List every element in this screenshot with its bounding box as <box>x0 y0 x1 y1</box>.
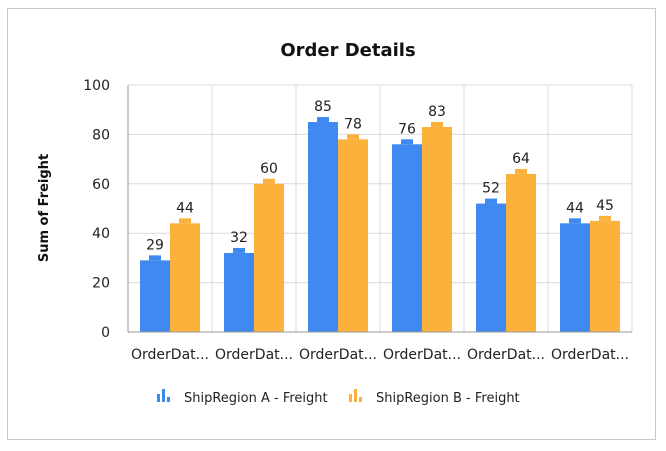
x-tick-label: OrderDat... <box>215 347 293 363</box>
bar-cap <box>317 117 329 123</box>
bar-cap <box>401 139 413 145</box>
y-tick-label: 80 <box>92 127 110 143</box>
bar-cap <box>347 134 359 140</box>
bar-b[interactable] <box>170 218 200 332</box>
bar-cap <box>149 255 161 261</box>
legend-icon-bar <box>354 389 357 402</box>
bar-body <box>338 139 368 332</box>
data-label: 44 <box>176 200 194 216</box>
y-tick-label: 100 <box>83 78 110 94</box>
axes: 0 20 40 60 80 100 OrderDat... OrderDat... OrderD… <box>83 78 632 363</box>
data-label: 29 <box>146 237 164 253</box>
bar-body <box>392 144 422 332</box>
bar-body <box>506 173 536 332</box>
data-label: 78 <box>344 116 362 132</box>
legend-icon-bar <box>167 397 170 402</box>
data-label: 60 <box>260 161 278 177</box>
bar-body <box>224 252 254 332</box>
legend-item-a[interactable]: ShipRegion A - Freight <box>157 389 328 406</box>
bar-b[interactable] <box>254 178 284 332</box>
legend-icon-bar <box>349 394 352 402</box>
legend-icon-bar <box>359 397 362 402</box>
bar-cap <box>515 168 527 174</box>
bar-chart-icon <box>157 389 170 402</box>
bar-b[interactable] <box>590 215 620 332</box>
bar-body <box>170 223 200 332</box>
bar-a[interactable] <box>392 139 422 332</box>
legend-label: ShipRegion B - Freight <box>376 391 520 406</box>
bar-cap <box>485 198 497 204</box>
bar-cap <box>233 247 245 253</box>
bar-body <box>422 126 452 333</box>
bar-b[interactable] <box>506 168 536 332</box>
data-label: 76 <box>398 121 416 137</box>
bar-cap <box>431 121 443 127</box>
x-tick-label: OrderDat... <box>383 347 461 363</box>
bar-cap <box>179 218 191 224</box>
y-tick-label: 40 <box>92 226 110 242</box>
bar-a[interactable] <box>224 247 254 332</box>
bar-cap <box>263 178 275 184</box>
bars: 29 44 32 60 85 78 76 83 52 64 44 45 <box>140 99 620 333</box>
data-label: 64 <box>512 151 530 167</box>
legend-item-b[interactable]: ShipRegion B - Freight <box>349 389 520 406</box>
data-label: 85 <box>314 99 332 115</box>
bar-body <box>254 183 284 332</box>
bar-a[interactable] <box>560 218 590 332</box>
legend-icon-bar <box>157 394 160 402</box>
y-tick-label: 20 <box>92 276 110 292</box>
x-tick-label: OrderDat... <box>467 347 545 363</box>
bar-body <box>308 122 338 332</box>
data-label: 44 <box>566 200 584 216</box>
chart-title: Order Details <box>280 40 415 61</box>
x-tick-label: OrderDat... <box>551 347 629 363</box>
legend[interactable]: ShipRegion A - Freight ShipRegion B - Fre… <box>157 389 520 406</box>
x-tick-label: OrderDat... <box>131 347 209 363</box>
y-axis-label: Sum of Freight <box>37 154 52 262</box>
bar-a[interactable] <box>140 255 170 332</box>
bar-body <box>476 203 506 332</box>
bar-b[interactable] <box>338 134 368 332</box>
data-label: 83 <box>428 104 446 120</box>
bar-body <box>140 260 170 332</box>
bar-b[interactable] <box>422 121 452 333</box>
bar-a[interactable] <box>476 198 506 332</box>
y-tick-label: 60 <box>92 177 110 193</box>
y-tick-label: 0 <box>101 325 110 341</box>
bar-chart-icon <box>349 389 362 402</box>
legend-label: ShipRegion A - Freight <box>184 391 328 406</box>
legend-icon-bar <box>162 389 165 402</box>
bar-body <box>560 223 590 332</box>
bar-cap <box>569 218 581 224</box>
data-label: 45 <box>596 198 614 214</box>
bar-body <box>590 220 620 332</box>
gridlines <box>127 84 633 333</box>
bar-a[interactable] <box>308 117 338 332</box>
data-label: 32 <box>230 230 248 246</box>
bar-cap <box>599 215 611 221</box>
data-label: 52 <box>482 181 500 197</box>
x-tick-label: OrderDat... <box>299 347 377 363</box>
